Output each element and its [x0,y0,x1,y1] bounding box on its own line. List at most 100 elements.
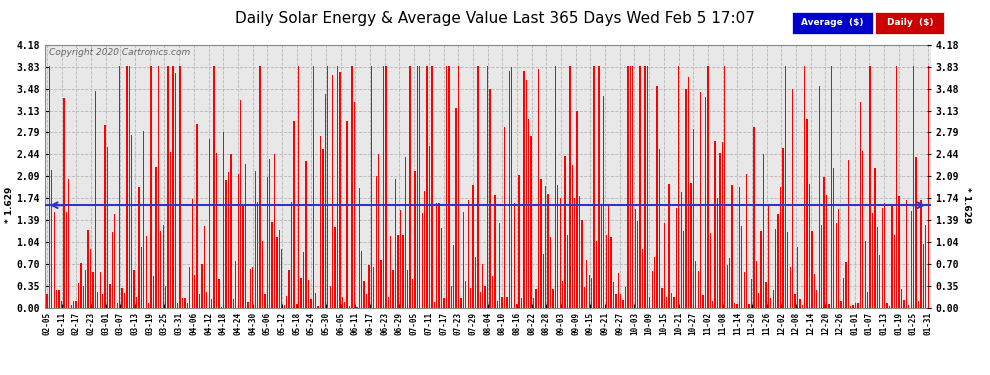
Bar [107,147,108,308]
Bar [332,75,334,308]
Bar [136,297,138,307]
Bar [112,232,113,308]
Bar [146,236,147,308]
Bar [122,288,123,308]
Bar [117,303,118,307]
Bar [906,200,907,308]
Bar [189,267,190,308]
Bar [87,230,89,308]
Bar [436,203,438,308]
Bar [455,108,456,307]
Bar [620,294,622,308]
Bar [477,66,478,308]
Bar [68,179,69,308]
Bar [831,66,832,308]
Bar [611,237,612,308]
Bar [484,286,486,308]
Bar [640,66,641,308]
Bar [743,272,744,308]
Bar [228,171,230,308]
Bar [467,200,469,308]
Bar [366,294,367,307]
Bar [405,157,406,308]
Bar [739,187,740,308]
Bar [807,119,808,308]
Bar [308,280,309,308]
Bar [174,73,176,308]
Bar [760,231,761,308]
Bar [589,275,590,308]
Bar [717,198,718,308]
Bar [390,236,391,308]
Bar [891,205,893,308]
Bar [182,298,183,307]
Bar [432,66,433,308]
Bar [167,66,168,308]
Bar [819,86,820,308]
Bar [524,71,525,308]
Text: * 1.629: * 1.629 [961,187,970,224]
Bar [792,88,793,308]
Bar [281,249,282,308]
Bar [511,68,513,308]
Bar [388,297,389,307]
Bar [644,66,645,308]
Bar [554,66,556,308]
Bar [102,294,103,307]
Bar [58,290,59,308]
Bar [323,150,324,308]
Bar [211,299,212,307]
Bar [782,148,784,308]
Bar [429,146,430,308]
Bar [356,307,357,308]
Bar [758,293,759,308]
Bar [82,286,84,308]
Bar [690,183,692,308]
Bar [303,252,304,308]
Bar [834,168,835,308]
Bar [245,165,247,308]
Bar [261,241,263,308]
Bar [877,227,878,308]
Bar [658,149,660,308]
Bar [637,221,639,308]
Bar [460,298,461,307]
Bar [139,188,140,308]
Bar [615,294,617,308]
Bar [859,102,861,308]
Bar [446,66,447,308]
Bar [160,231,161,308]
Bar [223,132,225,308]
Bar [598,66,600,308]
Bar [63,98,64,308]
Bar [199,294,200,307]
Bar [80,262,81,308]
Bar [400,210,401,308]
Bar [918,301,919,307]
Bar [603,96,605,308]
Bar [698,272,699,308]
Bar [526,80,527,308]
Bar [397,235,399,308]
Bar [625,287,627,308]
Bar [85,270,86,308]
Bar [494,195,496,308]
Bar [688,76,689,308]
Bar [320,136,321,308]
Bar [576,111,578,308]
Bar [65,212,67,308]
Bar [165,286,166,308]
Bar [296,304,297,307]
Bar [288,270,290,308]
Bar [257,202,258,308]
Bar [799,299,801,307]
Bar [901,289,902,308]
Bar [586,260,587,308]
Bar [279,231,280,308]
Bar [794,294,796,307]
Bar [789,267,791,308]
Bar [293,122,295,308]
Bar [785,66,786,308]
Bar [850,306,851,308]
Bar [407,270,408,308]
